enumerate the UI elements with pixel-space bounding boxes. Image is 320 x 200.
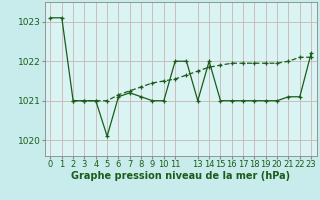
X-axis label: Graphe pression niveau de la mer (hPa): Graphe pression niveau de la mer (hPa) [71,171,290,181]
